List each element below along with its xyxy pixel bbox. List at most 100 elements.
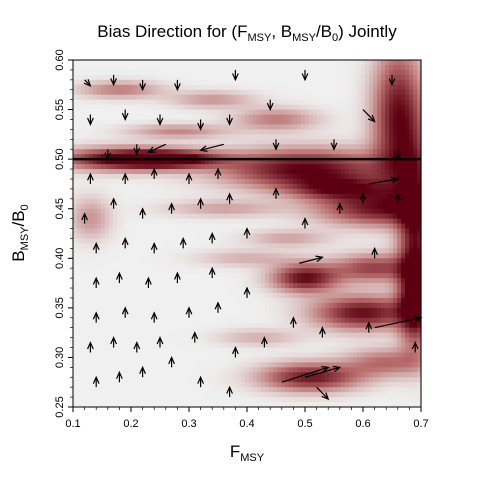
heat-cell	[253, 164, 258, 170]
heat-cell	[265, 397, 270, 403]
heat-cell	[341, 94, 346, 101]
heat-cell	[157, 159, 162, 165]
heat-cell	[109, 84, 114, 91]
heat-cell	[297, 64, 302, 71]
heat-cell	[337, 84, 342, 91]
heat-cell	[277, 387, 282, 393]
heat-cell	[177, 119, 182, 126]
heat-cell	[181, 402, 186, 408]
heat-cell	[237, 238, 242, 245]
heat-cell	[157, 223, 162, 230]
heat-cell	[197, 233, 202, 240]
heat-cell	[165, 377, 170, 383]
heat-cell	[225, 203, 230, 210]
heat-cell	[261, 74, 266, 81]
heat-cell	[309, 382, 314, 388]
heat-cell	[221, 307, 226, 314]
heat-cell	[321, 367, 326, 373]
heat-cell	[153, 332, 158, 339]
heat-cell	[237, 164, 242, 170]
heat-cell	[185, 169, 190, 175]
heat-cell	[277, 218, 282, 225]
heat-cell	[301, 149, 306, 155]
heat-cell	[237, 268, 242, 274]
heat-cell	[281, 387, 286, 393]
heat-cell	[333, 352, 338, 359]
heat-cell	[217, 198, 222, 205]
heat-cell	[337, 362, 342, 368]
heat-cell	[233, 99, 238, 106]
heat-cell	[129, 69, 134, 76]
heat-cell	[333, 372, 338, 378]
heat-cell	[349, 258, 354, 264]
heat-cell	[201, 387, 206, 393]
heat-cell	[141, 99, 146, 106]
heat-cell	[185, 119, 190, 126]
heat-cell	[165, 159, 170, 165]
heat-cell	[261, 228, 266, 235]
heat-cell	[181, 89, 186, 96]
heat-cell	[177, 159, 182, 165]
heat-cell	[177, 198, 182, 205]
heat-cell	[289, 104, 294, 111]
heat-cell	[153, 164, 158, 170]
heat-cell	[193, 193, 198, 200]
heat-cell	[257, 253, 262, 259]
heat-cell	[213, 169, 218, 175]
heat-cell	[97, 312, 102, 319]
heat-cell	[89, 109, 94, 116]
heat-cell	[309, 154, 314, 160]
heat-cell	[297, 357, 302, 363]
heat-cell	[213, 198, 218, 205]
heat-cell	[193, 258, 198, 264]
heat-cell	[237, 362, 242, 368]
heat-cell	[97, 174, 102, 180]
heat-cell	[269, 332, 274, 339]
heat-cell	[105, 193, 110, 200]
heat-cell	[305, 347, 310, 354]
heat-cell	[165, 263, 170, 269]
heat-cell	[297, 387, 302, 393]
heat-cell	[113, 129, 118, 135]
heat-cell	[301, 342, 306, 349]
heat-cell	[85, 99, 90, 106]
heat-cell	[353, 159, 358, 165]
heat-cell	[317, 119, 322, 126]
heat-cell	[125, 327, 130, 334]
heat-cell	[177, 327, 182, 334]
heat-cell	[281, 238, 286, 245]
heat-cell	[237, 283, 242, 289]
heat-cell	[225, 377, 230, 383]
heat-cell	[257, 302, 262, 309]
heat-cell	[153, 139, 158, 145]
heat-cell	[149, 362, 154, 368]
heat-cell	[317, 154, 322, 160]
heat-cell	[137, 278, 142, 284]
heat-cell	[137, 60, 142, 66]
heat-cell	[257, 174, 262, 180]
heat-cell	[217, 392, 222, 398]
heat-cell	[285, 89, 290, 96]
heat-cell	[165, 188, 170, 195]
heat-cell	[265, 69, 270, 76]
heat-cell	[229, 223, 234, 230]
heat-cell	[253, 218, 258, 225]
heat-cell	[189, 342, 194, 349]
heat-cell	[81, 377, 86, 383]
heat-cell	[97, 119, 102, 126]
heat-cell	[281, 402, 286, 408]
heat-cell	[105, 342, 110, 349]
heat-cell	[229, 278, 234, 284]
heat-cell	[285, 352, 290, 359]
heat-cell	[181, 208, 186, 215]
heat-cell	[137, 317, 142, 324]
heat-cell	[229, 238, 234, 245]
heat-cell	[237, 392, 242, 398]
heat-cell	[281, 223, 286, 230]
heat-cell	[261, 367, 266, 373]
heat-cell	[137, 198, 142, 205]
heat-cell	[73, 397, 78, 403]
heat-cell	[101, 144, 106, 150]
heat-cell	[281, 273, 286, 279]
heat-cell	[77, 154, 82, 160]
